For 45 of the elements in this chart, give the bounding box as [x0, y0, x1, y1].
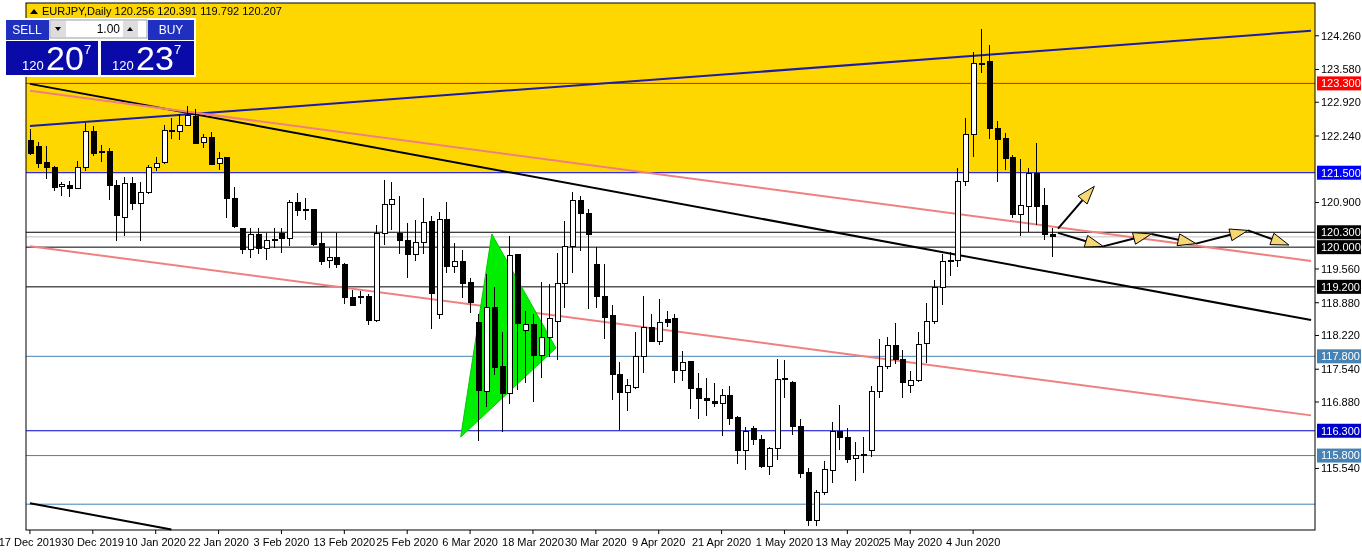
y-tick-label: 116.880 [1321, 395, 1360, 408]
x-tick-label: 25 May 2020 [878, 536, 943, 548]
ref-line-label: 117.800 [1321, 350, 1360, 363]
annotation: 7 [84, 42, 92, 57]
x-tick-label: 13 May 2020 [815, 536, 880, 548]
x-tick-label: 22 Jan 2020 [188, 536, 249, 548]
y-tick-label: 122.920 [1321, 96, 1361, 109]
x-tick-label: 4 Jun 2020 [945, 536, 1001, 548]
annotation: 7 [174, 42, 182, 57]
x-tick-label: 25 Feb 2020 [376, 536, 439, 548]
annotation: BUY [158, 23, 184, 37]
x-tick-label: 3 Feb 2020 [253, 536, 310, 548]
annotation: SELL [12, 23, 42, 37]
ref-line-label: 123.300 [1321, 77, 1361, 90]
x-tick-label: 17 Dec 2019 [0, 536, 62, 548]
y-tick-label: 117.540 [1321, 363, 1360, 376]
annotation: 23 [136, 39, 174, 77]
x-tick-label: 9 Apr 2020 [632, 536, 686, 548]
chart-title: EURJPY,Daily 120.256 120.391 119.792 120.207 [42, 5, 282, 17]
x-tick-label: 13 Feb 2020 [313, 536, 376, 548]
ref-line-label: 116.300 [1321, 424, 1360, 437]
x-tick-label: 30 Mar 2020 [564, 536, 627, 548]
ref-line-label: 120.300 [1321, 226, 1361, 239]
ref-line-label: 115.800 [1321, 449, 1360, 462]
x-tick-label: 6 Mar 2020 [442, 536, 498, 548]
y-tick-label: 124.260 [1321, 29, 1361, 42]
y-tick-label: 119.560 [1321, 262, 1360, 275]
annotation: 120 [112, 58, 134, 73]
annotation: 120 [22, 58, 44, 73]
annotation: 20 [46, 39, 84, 77]
annotation: 1.00 [96, 22, 121, 36]
y-tick-label: 123.580 [1321, 63, 1361, 76]
y-tick-label: 118.220 [1321, 329, 1360, 342]
ref-line-label: 119.200 [1321, 280, 1360, 293]
x-tick-label: 21 Apr 2020 [691, 536, 752, 548]
ref-line-label: 121.500 [1321, 166, 1361, 179]
y-tick-label: 115.540 [1321, 462, 1360, 475]
y-tick-label: 122.240 [1321, 129, 1361, 142]
ref-line-label: 120.000 [1321, 241, 1361, 253]
x-tick-label: 1 May 2020 [755, 536, 814, 548]
y-tick-label: 118.880 [1321, 296, 1360, 309]
x-tick-label: 18 Mar 2020 [502, 536, 564, 548]
x-tick-label: 30 Dec 2019 [61, 536, 124, 548]
y-tick-label: 120.900 [1321, 196, 1361, 209]
x-tick-label: 10 Jan 2020 [125, 536, 186, 548]
